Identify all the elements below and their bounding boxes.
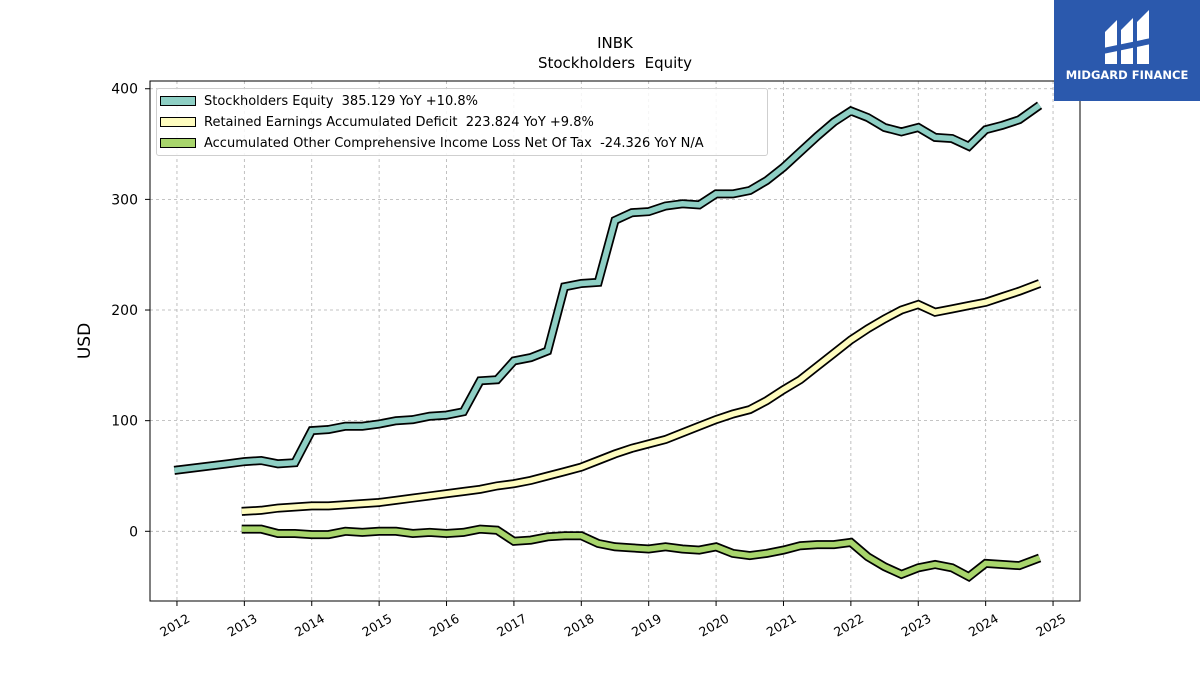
y-tick-label: 100 <box>111 414 138 430</box>
chart-title: INBK <box>597 34 634 52</box>
chart-subtitle: Stockholders Equity <box>538 54 692 72</box>
x-tick-label: 2021 <box>764 611 799 640</box>
y-tick-label: 0 <box>129 524 138 540</box>
x-tick-label: 2019 <box>629 611 664 640</box>
x-tick-label: 2018 <box>562 611 597 640</box>
legend-label: Accumulated Other Comprehensive Income L… <box>204 135 704 151</box>
series-line-2 <box>241 526 1041 580</box>
legend-swatch <box>160 96 196 106</box>
x-tick-label: 2013 <box>225 611 260 640</box>
legend-label: Stockholders Equity 385.129 YoY +10.8% <box>204 93 478 109</box>
series-line-1 <box>241 280 1041 515</box>
legend: Stockholders Equity 385.129 YoY +10.8% R… <box>156 88 768 156</box>
brand-logo: MIDGARD FINANCE <box>1054 0 1200 101</box>
series-outline-0 <box>173 101 1043 475</box>
plot-frame <box>149 80 1081 602</box>
legend-swatch <box>160 138 196 148</box>
x-tick-label: 2015 <box>359 611 394 640</box>
legend-item-retained-earnings: Retained Earnings Accumulated Deficit 22… <box>160 112 594 132</box>
y-axis-label: USD <box>75 323 95 359</box>
x-tick-label: 2016 <box>427 611 462 640</box>
y-tick-label: 200 <box>111 303 138 319</box>
legend-item-stockholders-equity: Stockholders Equity 385.129 YoY +10.8% <box>160 91 478 111</box>
series-lines <box>173 101 1043 583</box>
x-tick-label: 2024 <box>966 611 1001 640</box>
axes: 2012 2013 2014 2015 2016 2017 2018 2019 2020 2021… <box>111 82 1068 640</box>
legend-item-accumulated-oci: Accumulated Other Comprehensive Income L… <box>160 133 704 153</box>
x-tick-label: 2022 <box>831 611 866 640</box>
grid-lines <box>150 81 1080 601</box>
series-line-0 <box>173 103 1042 474</box>
midgard-logo-icon <box>1103 10 1151 64</box>
series-outline-1 <box>241 279 1042 516</box>
x-tick-label: 2020 <box>696 611 731 640</box>
legend-label: Retained Earnings Accumulated Deficit 22… <box>204 114 594 130</box>
legend-swatch <box>160 117 196 127</box>
x-tick-label: 2025 <box>1033 611 1068 640</box>
logo-text: MIDGARD FINANCE <box>1065 68 1189 82</box>
x-tick-label: 2023 <box>898 611 933 640</box>
y-tick-label: 300 <box>111 192 138 208</box>
x-tick-label: 2012 <box>157 611 192 640</box>
x-tick-label: 2014 <box>292 611 327 640</box>
x-tick-label: 2017 <box>494 611 529 640</box>
y-tick-label: 400 <box>111 82 138 98</box>
